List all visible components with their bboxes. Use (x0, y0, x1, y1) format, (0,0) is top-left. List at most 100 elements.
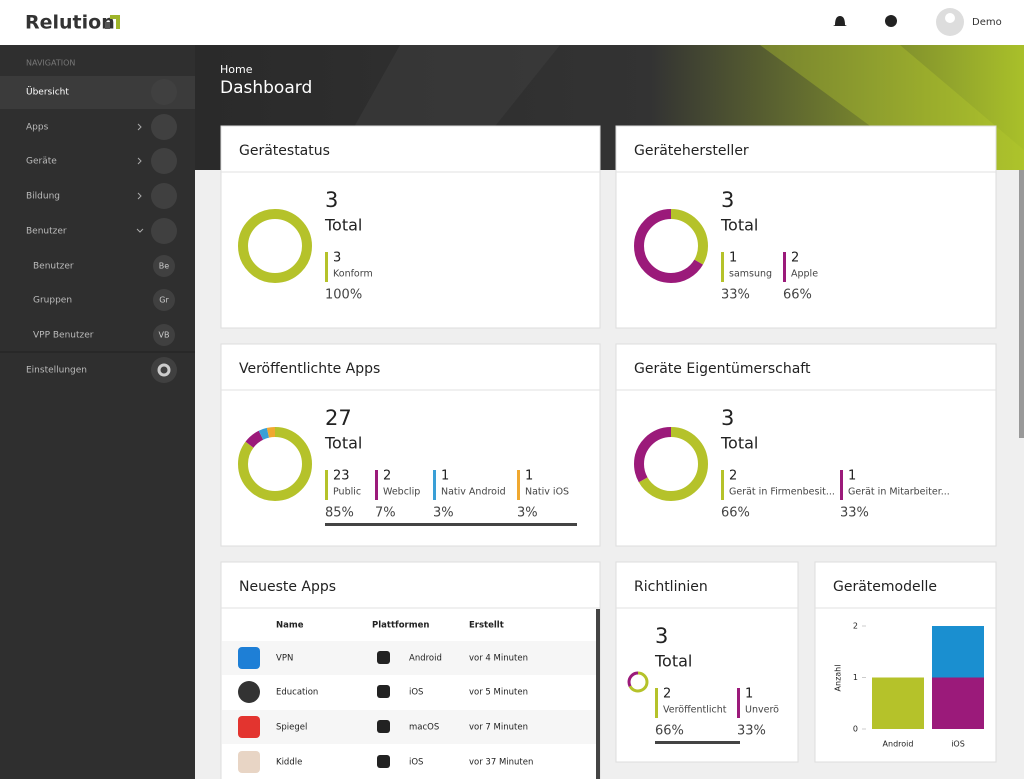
cell[interactable]: Spiegel (276, 723, 307, 733)
nav-item[interactable]: Bildung (26, 192, 60, 202)
legend-percent: 3% (433, 506, 454, 521)
legend-percent: 100% (325, 288, 362, 303)
nav-badge-text: Gr (159, 296, 169, 305)
donut-segment (634, 427, 708, 501)
nav-icon[interactable] (151, 218, 177, 244)
legend-underline (655, 741, 740, 744)
nav-icon[interactable] (151, 183, 177, 209)
legend-label: Nativ iOS (525, 487, 569, 498)
nav-item[interactable]: Apps (26, 123, 49, 133)
legend-percent: 7% (375, 506, 396, 521)
legend-swatch (325, 470, 328, 500)
legend-swatch (517, 470, 520, 500)
total-count: 27 (325, 406, 352, 430)
total-count: 3 (721, 406, 734, 430)
total-label: Total (324, 434, 362, 453)
bell-icon[interactable] (833, 16, 847, 26)
column-header: Name (276, 621, 304, 631)
page-title: Dashboard (220, 78, 312, 98)
app-icon (238, 716, 260, 738)
legend-count: 1 (441, 469, 449, 484)
legend-label: Gerät in Mitarbeiter... (848, 487, 950, 498)
row-stripe (222, 710, 596, 744)
nav-icon[interactable] (151, 357, 177, 383)
legend-count: 1 (525, 469, 533, 484)
card-title: Gerätemodelle (833, 579, 937, 595)
x-tick-label: Android (883, 740, 914, 749)
nav-item[interactable]: Geräte (26, 157, 57, 167)
nav-badge (153, 324, 175, 346)
cell: vor 7 Minuten (469, 723, 528, 733)
row-stripe (222, 641, 596, 675)
avatar (945, 13, 955, 23)
cell: iOS (409, 688, 423, 698)
legend-count: 1 (848, 469, 856, 484)
cell[interactable]: Education (276, 688, 318, 698)
nav-chevron (137, 123, 142, 131)
nav-icon[interactable] (151, 114, 177, 140)
gear-icon (157, 363, 171, 377)
nav-sub-item[interactable]: Benutzer (33, 262, 74, 272)
total-count: 3 (721, 188, 734, 212)
nav-item[interactable]: Benutzer (26, 227, 67, 237)
card (615, 343, 997, 547)
scrollbar (1019, 170, 1024, 438)
legend-swatch (840, 470, 843, 500)
nav-chevron (136, 228, 144, 233)
total-label: Total (654, 652, 692, 671)
column-header: Plattformen (372, 621, 429, 631)
legend-swatch (721, 252, 724, 282)
platform-icon (377, 685, 390, 698)
total-label: Total (720, 216, 758, 235)
y-tick-label: 1 (853, 673, 858, 682)
platform-icon (377, 720, 390, 733)
cell: vor 37 Minuten (469, 758, 533, 768)
legend-underline (325, 523, 577, 526)
brand[interactable]: Relution (25, 12, 115, 34)
nav-sub-item[interactable]: Gruppen (33, 296, 72, 306)
help-icon[interactable] (885, 15, 897, 27)
cell[interactable]: Kiddle (276, 758, 302, 768)
breadcrumb[interactable]: Home (220, 63, 253, 76)
nav-icon[interactable] (151, 79, 177, 105)
platform-icon (377, 755, 390, 768)
donut-segment (238, 209, 312, 283)
donut-segment (238, 427, 312, 501)
user-name[interactable]: Demo (972, 17, 1002, 28)
nav-item[interactable]: Übersicht (26, 87, 69, 98)
nav-item[interactable]: Einstellungen (26, 366, 87, 376)
column-header: Erstellt (469, 621, 504, 631)
nav-icon[interactable] (151, 148, 177, 174)
cell: macOS (409, 723, 439, 733)
app-icon (238, 681, 260, 703)
legend-label: Konform (333, 269, 373, 280)
card-title: Richtlinien (634, 579, 708, 595)
legend-percent: 66% (721, 506, 750, 521)
legend-swatch (325, 252, 328, 282)
cell: iOS (409, 758, 423, 768)
legend-label: samsung (729, 269, 772, 280)
legend-percent: 33% (737, 724, 766, 739)
legend-percent: 85% (325, 506, 354, 521)
brand-logo (105, 22, 110, 29)
cell: Android (409, 654, 442, 664)
app-icon (238, 647, 260, 669)
legend-percent: 3% (517, 506, 538, 521)
legend-swatch (655, 688, 658, 718)
nav-sub-item[interactable]: VPP Benutzer (33, 331, 94, 341)
legend-count: 2 (663, 687, 671, 702)
bar (932, 677, 984, 729)
platform-icon (377, 651, 390, 664)
card-title: Gerätehersteller (634, 143, 749, 159)
legend-label: Apple (791, 269, 818, 280)
cell[interactable]: VPN (276, 654, 293, 664)
card-title: Veröffentlichte Apps (239, 361, 380, 377)
legend-swatch (375, 470, 378, 500)
nav-chevron (137, 192, 142, 200)
legend-percent: 33% (721, 288, 750, 303)
app-icon (238, 751, 260, 773)
legend-count: 2 (383, 469, 391, 484)
y-axis-label: Anzahl (834, 665, 843, 692)
card (220, 125, 601, 329)
